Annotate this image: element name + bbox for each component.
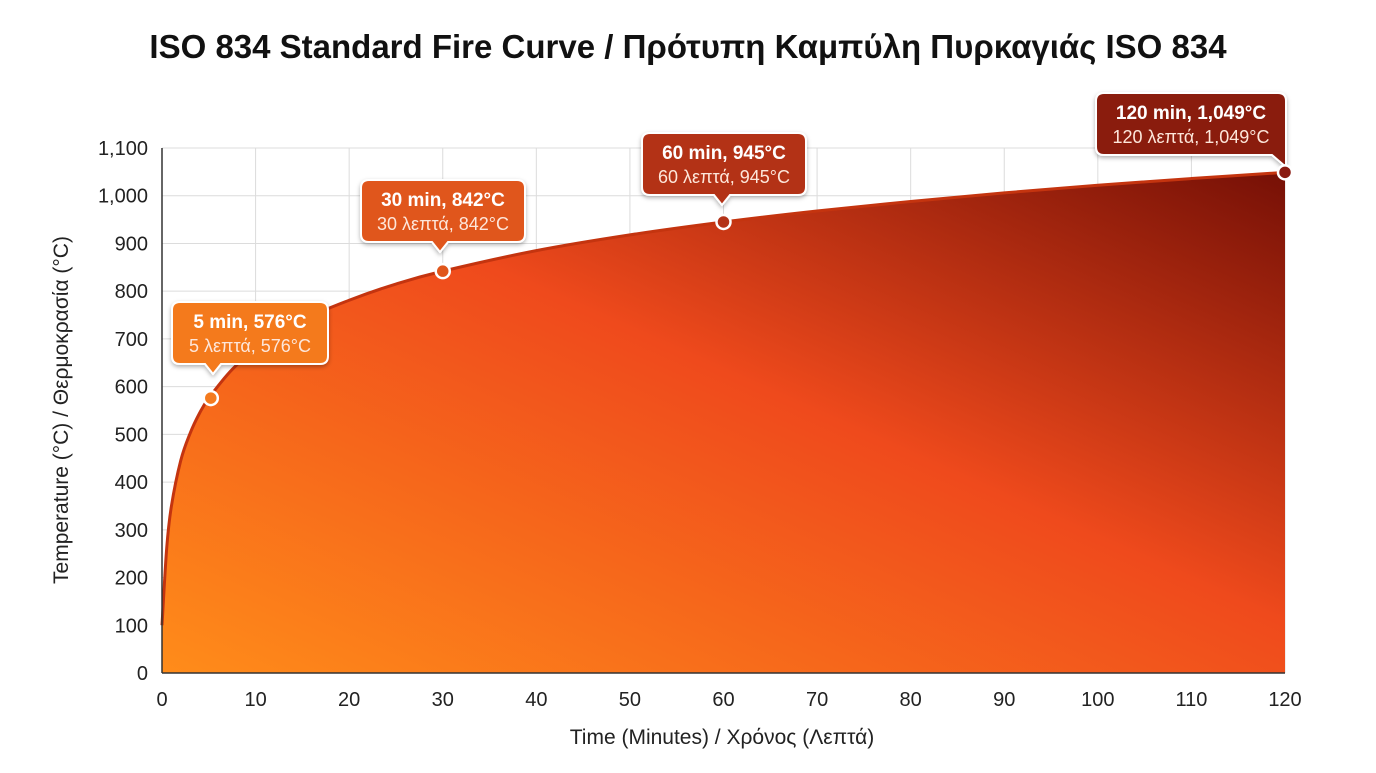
y-tick-label: 100 — [115, 615, 148, 637]
x-tick-label: 0 — [156, 689, 167, 711]
chart-title: ISO 834 Standard Fire Curve / Πρότυπη Κα… — [149, 28, 1227, 65]
x-tick-label: 20 — [338, 689, 360, 711]
tick-labels: 0 10 20 30 40 50 60 70 80 90 100 110 120 0 100 200 300 40… — [98, 138, 1302, 711]
x-tick-label: 90 — [993, 689, 1015, 711]
annotation-title: 5 min, 576°C — [193, 312, 306, 333]
y-tick-label: 900 — [115, 233, 148, 255]
annotation: 30 min, 842°C 30 λεπτά, 842°C — [360, 179, 526, 280]
annotation-subtitle: 120 λεπτά, 1,049°C — [1113, 127, 1270, 147]
annotations: 5 min, 576°C5 λεπτά, 576°C30 min, 842°C3… — [171, 92, 1294, 407]
annotation: 5 min, 576°C 5 λεπτά, 576°C — [171, 301, 329, 407]
annotation-subtitle: 5 λεπτά, 576°C — [189, 336, 311, 356]
x-tick-label: 80 — [900, 689, 922, 711]
data-point-marker — [202, 389, 220, 407]
data-point-marker — [715, 213, 732, 231]
x-tick-label: 10 — [244, 689, 266, 711]
annotation: 120 min, 1,049°C 120 λεπτά, 1,049°C — [1095, 92, 1294, 181]
x-tick-label: 60 — [712, 689, 734, 711]
y-tick-label: 600 — [115, 377, 148, 399]
x-tick-label: 50 — [619, 689, 641, 711]
data-point-marker — [1276, 164, 1294, 181]
annotation-bubble — [360, 179, 526, 254]
data-point-marker — [434, 262, 451, 280]
y-tick-label: 800 — [115, 281, 148, 303]
y-axis-label: Temperature (°C) / Θερμοκρασία (°C) — [50, 236, 73, 584]
y-tick-label: 1,000 — [98, 186, 148, 208]
x-axis-label: Time (Minutes) / Χρόνος (Λεπτά) — [570, 726, 875, 749]
series-line — [160, 170, 1286, 626]
x-tick-label: 110 — [1175, 689, 1207, 711]
y-tick-label: 500 — [115, 424, 148, 446]
y-tick-label: 200 — [115, 568, 148, 590]
x-tick-label: 40 — [525, 689, 547, 711]
y-tick-label: 700 — [115, 329, 148, 351]
axes — [161, 148, 1285, 674]
y-tick-label: 0 — [137, 663, 148, 685]
annotation-bubble — [171, 301, 329, 376]
annotation-title: 30 min, 842°C — [381, 190, 505, 211]
x-tick-label: 30 — [432, 689, 454, 711]
y-tick-label: 1,100 — [98, 138, 148, 160]
x-tick-label: 70 — [806, 689, 828, 711]
annotation-subtitle: 60 λεπτά, 945°C — [658, 167, 790, 187]
annotation-title: 60 min, 945°C — [662, 143, 786, 164]
x-tick-label: 100 — [1081, 689, 1114, 711]
y-tick-label: 300 — [115, 520, 148, 542]
x-tick-label: 120 — [1268, 689, 1301, 711]
area-fill — [162, 172, 1285, 673]
annotation-subtitle: 30 λεπτά, 842°C — [377, 214, 509, 234]
y-tick-label: 400 — [115, 472, 148, 494]
annotation-title: 120 min, 1,049°C — [1116, 103, 1266, 124]
annotation: 60 min, 945°C 60 λεπτά, 945°C — [641, 132, 807, 231]
annotation-bubble — [1095, 92, 1287, 170]
annotation-bubble — [641, 132, 807, 207]
